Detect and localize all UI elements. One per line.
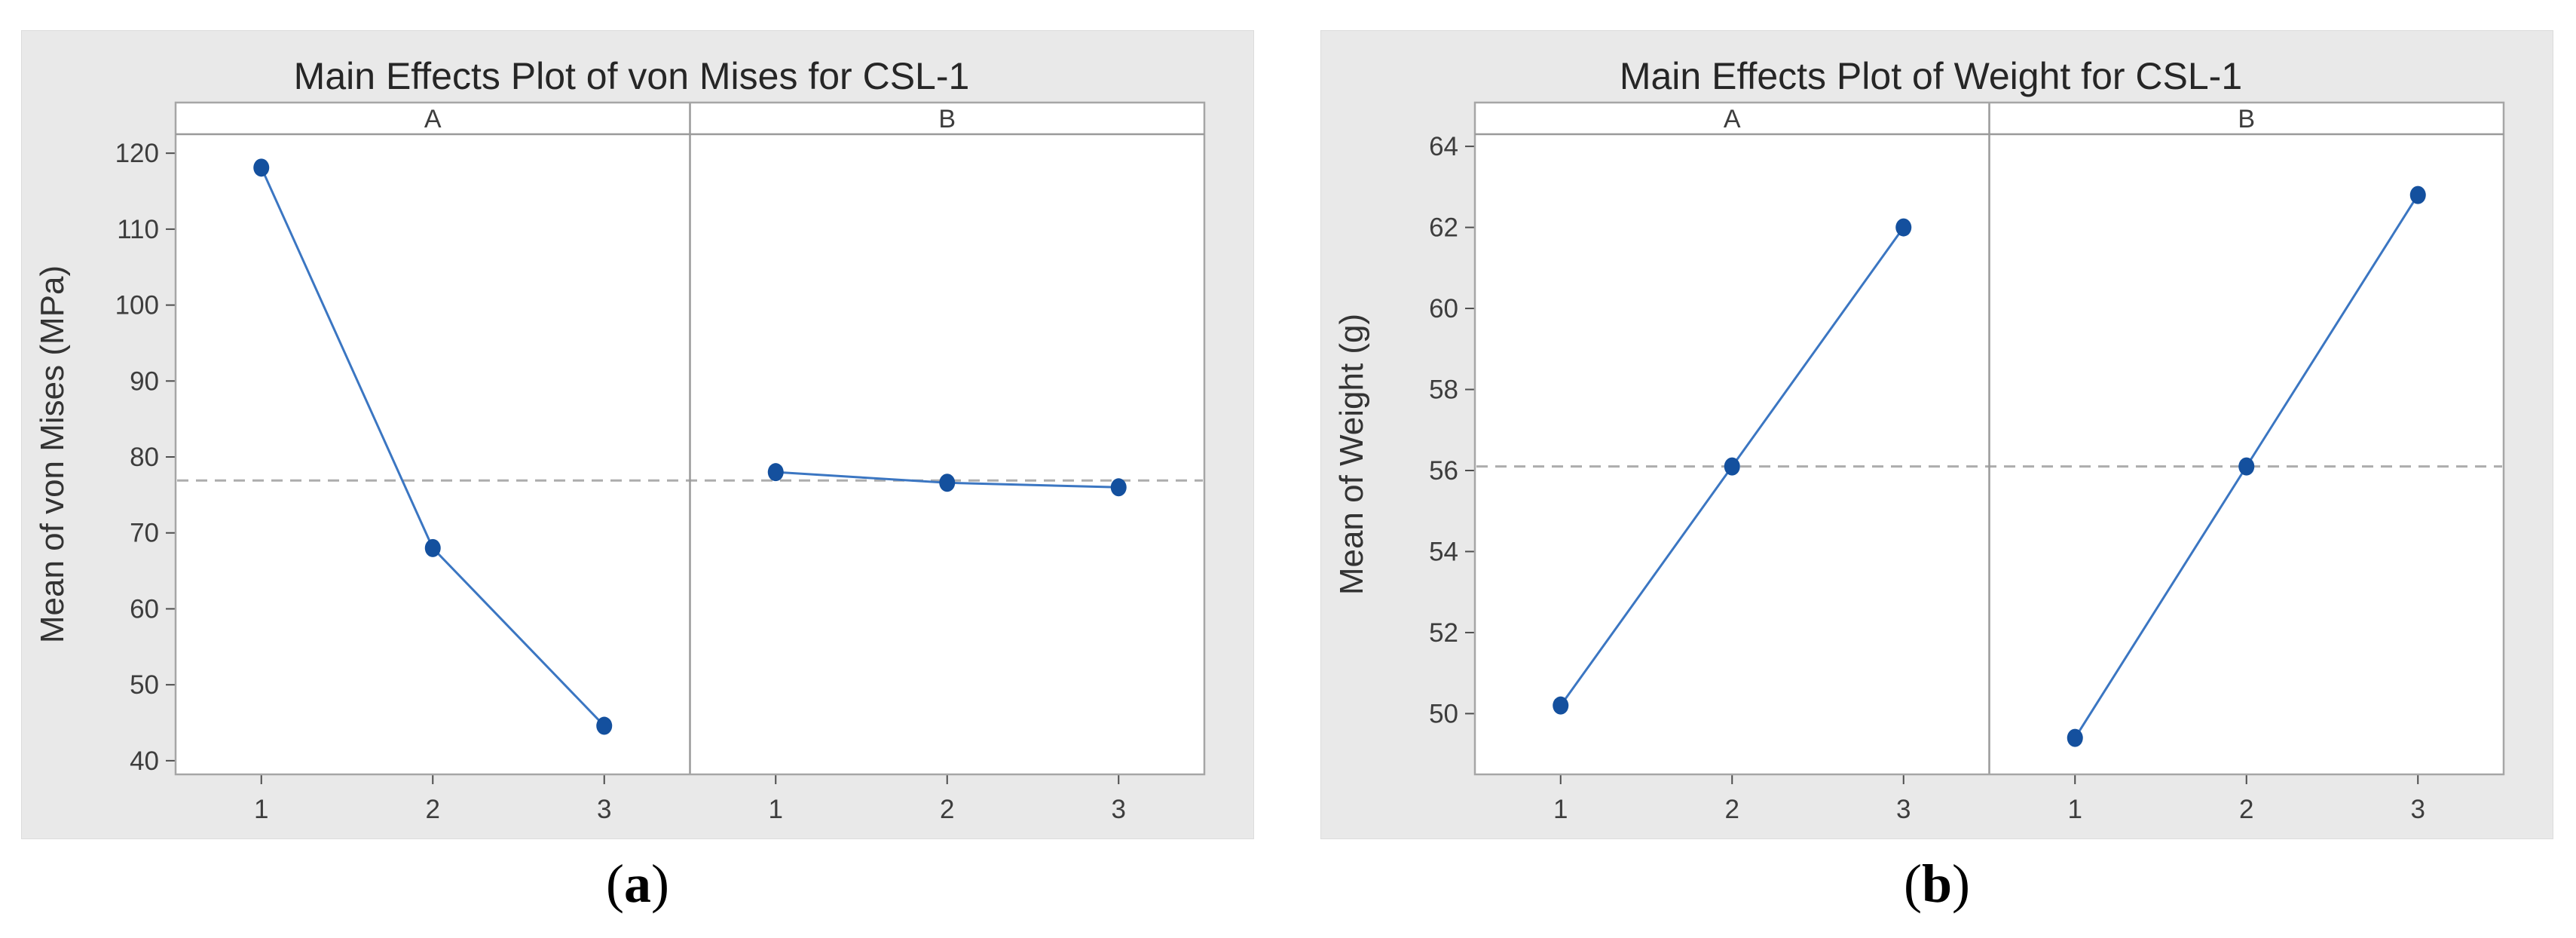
x-tick-label: 3 [1112,795,1126,824]
y-tick-label: 56 [1429,456,1458,486]
x-tick-label: 1 [254,795,268,824]
y-tick-label: 110 [117,215,159,244]
panel-label: A [1724,105,1741,133]
y-axis-label: Mean of von Mises (MPa) [34,265,71,643]
y-tick-label: 50 [1429,699,1458,728]
data-point [1895,218,1912,237]
y-tick-label: 62 [1429,213,1458,243]
y-tick-label: 90 [130,366,159,396]
data-point [2409,185,2426,204]
data-point [767,463,784,482]
caption-b-letter: b [1921,854,1953,914]
x-tick-label: 3 [597,795,611,824]
y-tick-label: 60 [130,594,159,624]
figure-a: Main Effects Plot of von Mises for CSL-1… [21,30,1254,839]
chart-title: Main Effects Plot of von Mises for CSL-1 [294,55,970,97]
x-tick-label: 1 [1553,795,1568,824]
y-tick-label: 70 [130,519,159,548]
x-tick-label: 2 [2239,795,2253,824]
x-tick-label: 2 [940,795,954,824]
y-tick-label: 64 [1429,132,1458,161]
panel-label: B [2238,105,2255,133]
y-tick-label: 80 [130,443,159,472]
data-point [253,158,270,177]
panel-label: A [424,105,442,133]
caption-a-paren-close: ) [651,854,669,914]
chart-title: Main Effects Plot of Weight for CSL-1 [1620,55,2242,97]
x-tick-label: 3 [2411,795,2425,824]
y-tick-label: 58 [1429,376,1458,405]
data-point [939,474,956,492]
caption-a-paren-open: ( [606,854,624,914]
figure-b-caption: (b) [1320,846,2553,921]
y-axis-label: Mean of Weight (g) [1333,314,1370,595]
y-tick-label: 52 [1429,618,1458,648]
main-effects-chart-weight: Main Effects Plot of Weight for CSL-1 Mea… [1320,30,2553,839]
data-point [2238,457,2255,476]
caption-b-paren-close: ) [1952,854,1970,914]
data-point [424,538,441,557]
x-tick-label: 2 [1725,795,1739,824]
x-tick-label: 1 [2068,795,2082,824]
caption-b-paren-open: ( [1903,854,1922,914]
data-point [1724,457,1740,476]
x-tick-label: 1 [769,795,783,824]
y-tick-label: 54 [1429,537,1458,566]
plot-border [174,101,1206,776]
figure-a-caption: (a) [21,846,1254,921]
y-tick-label: 120 [115,139,159,168]
panel-label: B [938,105,956,133]
data-point [2067,728,2083,747]
data-point [1553,696,1569,715]
y-tick-label: 50 [130,670,159,700]
y-tick-label: 100 [115,291,159,320]
caption-a-letter: a [624,854,651,914]
x-tick-label: 3 [1896,795,1911,824]
figure-b: Main Effects Plot of Weight for CSL-1 Mea… [1320,30,2553,839]
data-point [1110,478,1127,497]
y-tick-label: 40 [130,746,159,776]
main-effects-chart-von-mises: Main Effects Plot of von Mises for CSL-1… [21,30,1254,839]
data-point [596,716,613,735]
y-tick-label: 60 [1429,294,1458,323]
x-tick-label: 2 [426,795,440,824]
plot-border [1473,101,2505,776]
